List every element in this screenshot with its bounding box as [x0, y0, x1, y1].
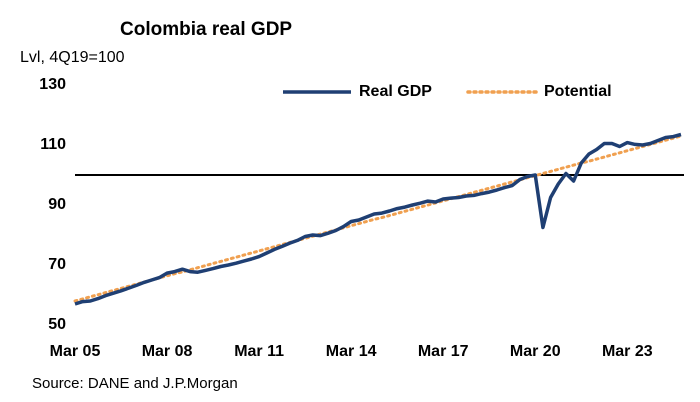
y-tick-label: 50 — [48, 316, 66, 333]
y-tick-label: 110 — [40, 136, 66, 153]
data-line — [73, 134, 683, 303]
y-tick-label: 70 — [48, 256, 66, 273]
x-tick-label: Mar 08 — [142, 343, 193, 360]
x-tick-label: Mar 23 — [602, 343, 653, 360]
chart-subtitle: Lvl, 4Q19=100 — [20, 49, 125, 66]
chart-title: Colombia real GDP — [120, 19, 292, 40]
legend-label: Potential — [544, 83, 612, 100]
source-note: Source: DANE and J.P.Morgan — [32, 375, 238, 392]
y-tick-label: 90 — [48, 196, 66, 213]
legend-label: Real GDP — [359, 83, 432, 100]
data-line — [74, 132, 682, 306]
x-tick-label: Mar 05 — [50, 343, 101, 360]
x-tick-label: Mar 20 — [510, 343, 561, 360]
y-tick-label: 130 — [39, 76, 66, 93]
x-tick-label: Mar 11 — [234, 343, 284, 360]
x-tick-label: Mar 17 — [418, 343, 469, 360]
x-tick-label: Mar 14 — [326, 343, 377, 360]
